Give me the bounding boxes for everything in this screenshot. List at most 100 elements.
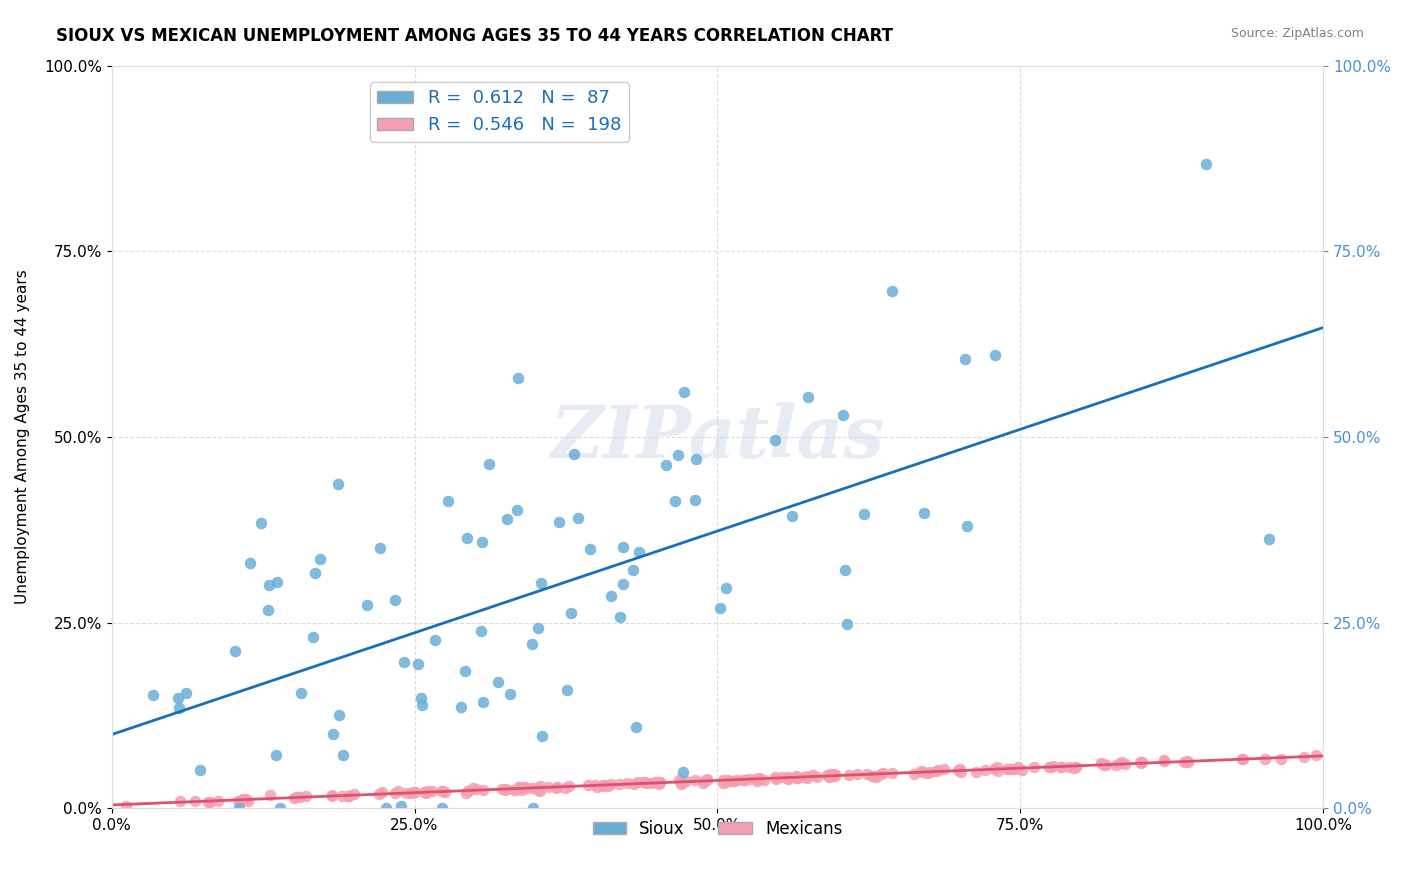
Point	[531, 729, 554, 743]
Point	[232, 792, 254, 806]
Point	[478, 457, 501, 471]
Point	[406, 657, 429, 671]
Point	[321, 789, 343, 804]
Point	[266, 574, 288, 589]
Text: SIOUX VS MEXICAN UNEMPLOYMENT AMONG AGES 35 TO 44 YEARS CORRELATION CHART: SIOUX VS MEXICAN UNEMPLOYMENT AMONG AGES…	[56, 27, 893, 45]
Point	[1092, 757, 1115, 772]
Point	[598, 780, 620, 794]
Point	[627, 545, 650, 559]
Point	[1000, 762, 1022, 776]
Point	[668, 773, 690, 788]
Point	[731, 772, 754, 787]
Point	[188, 763, 211, 777]
Point	[796, 771, 818, 785]
Point	[337, 789, 360, 803]
Point	[249, 516, 271, 531]
Point	[903, 766, 925, 780]
Point	[709, 600, 731, 615]
Point	[1305, 748, 1327, 763]
Point	[537, 780, 560, 794]
Point	[290, 790, 312, 805]
Point	[711, 776, 734, 790]
Point	[927, 763, 949, 777]
Point	[801, 768, 824, 782]
Point	[290, 686, 312, 700]
Point	[169, 794, 191, 808]
Point	[283, 791, 305, 805]
Point	[932, 762, 955, 776]
Point	[956, 518, 979, 533]
Point	[302, 630, 325, 644]
Point	[1011, 763, 1033, 777]
Point	[259, 789, 281, 803]
Point	[197, 796, 219, 810]
Point	[583, 778, 606, 792]
Point	[395, 785, 418, 799]
Point	[636, 775, 658, 789]
Point	[965, 764, 987, 779]
Point	[142, 689, 165, 703]
Point	[721, 774, 744, 789]
Point	[692, 775, 714, 789]
Point	[834, 563, 856, 577]
Point	[647, 777, 669, 791]
Point	[683, 772, 706, 787]
Point	[696, 773, 718, 788]
Point	[491, 782, 513, 797]
Point	[654, 458, 676, 472]
Point	[1270, 752, 1292, 766]
Point	[765, 772, 787, 786]
Point	[648, 775, 671, 789]
Point	[946, 763, 969, 777]
Point	[506, 371, 529, 385]
Point	[454, 665, 477, 679]
Point	[912, 506, 935, 520]
Point	[609, 610, 631, 624]
Point	[997, 762, 1019, 776]
Point	[671, 775, 693, 789]
Point	[579, 541, 602, 556]
Point	[416, 784, 439, 798]
Point	[821, 768, 844, 782]
Point	[326, 477, 349, 491]
Point	[430, 784, 453, 798]
Point	[599, 589, 621, 603]
Point	[845, 767, 868, 781]
Point	[696, 772, 718, 787]
Point	[950, 764, 973, 779]
Point	[1109, 756, 1132, 771]
Y-axis label: Unemployment Among Ages 35 to 44 years: Unemployment Among Ages 35 to 44 years	[15, 269, 30, 605]
Point	[683, 493, 706, 508]
Point	[1153, 753, 1175, 767]
Point	[554, 780, 576, 795]
Point	[356, 598, 378, 612]
Point	[496, 512, 519, 526]
Point	[457, 784, 479, 798]
Point	[412, 785, 434, 799]
Point	[714, 581, 737, 595]
Point	[853, 507, 876, 521]
Point	[457, 783, 479, 797]
Point	[236, 794, 259, 808]
Point	[607, 777, 630, 791]
Point	[624, 720, 647, 734]
Point	[526, 780, 548, 795]
Point	[785, 769, 807, 783]
Point	[780, 509, 803, 524]
Point	[953, 351, 976, 366]
Point	[815, 768, 838, 782]
Point	[384, 786, 406, 800]
Point	[520, 636, 543, 650]
Point	[835, 617, 858, 632]
Point	[776, 771, 799, 785]
Point	[527, 783, 550, 797]
Point	[593, 778, 616, 792]
Point	[557, 682, 579, 697]
Point	[308, 551, 330, 566]
Point	[207, 794, 229, 808]
Point	[546, 780, 568, 794]
Point	[115, 799, 138, 814]
Point	[1050, 760, 1073, 774]
Point	[785, 770, 807, 784]
Point	[796, 769, 818, 783]
